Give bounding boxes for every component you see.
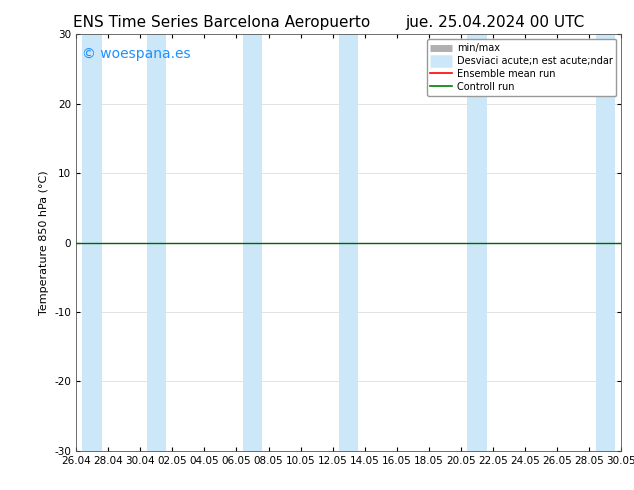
Bar (82, 34, 101, 451)
Bar (596, 34, 615, 451)
Y-axis label: Temperature 850 hPa (°C): Temperature 850 hPa (°C) (39, 170, 49, 315)
Text: ENS Time Series Barcelona Aeropuerto: ENS Time Series Barcelona Aeropuerto (74, 15, 370, 30)
Bar (243, 34, 262, 451)
Bar (467, 34, 487, 451)
Text: jue. 25.04.2024 00 UTC: jue. 25.04.2024 00 UTC (405, 15, 584, 30)
Bar (339, 34, 358, 451)
Text: © woespana.es: © woespana.es (82, 47, 190, 61)
Legend: min/max, Desviaci acute;n est acute;ndar, Ensemble mean run, Controll run: min/max, Desviaci acute;n est acute;ndar… (427, 39, 616, 96)
Bar (146, 34, 166, 451)
